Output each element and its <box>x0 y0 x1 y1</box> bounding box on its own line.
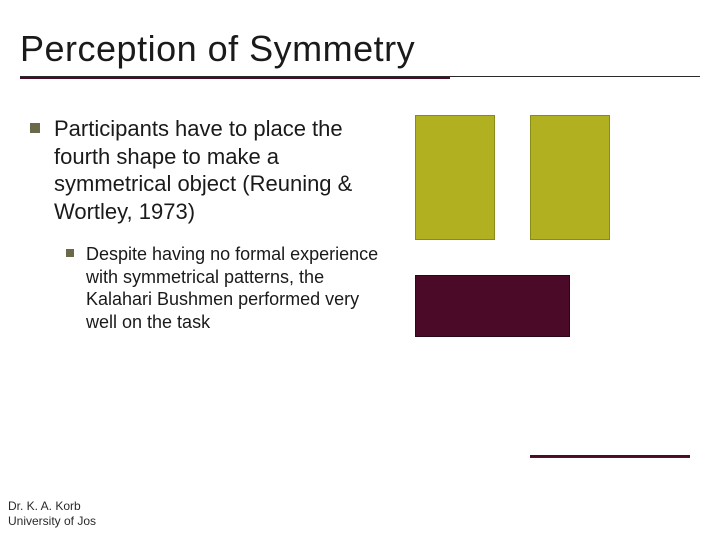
footer: Dr. K. A. Korb University of Jos <box>8 499 96 528</box>
bottom-rule <box>530 455 690 458</box>
bullet-level1: Participants have to place the fourth sh… <box>30 115 380 225</box>
shapes-figure <box>415 115 695 375</box>
footer-author: Dr. K. A. Korb <box>8 499 96 513</box>
square-bullet-icon <box>66 249 74 257</box>
shape-rect <box>530 115 610 240</box>
sub-bullet-text: Despite having no formal experience with… <box>86 243 380 333</box>
title-area: Perception of Symmetry <box>0 0 720 89</box>
shape-rect <box>415 275 570 337</box>
square-bullet-icon <box>30 123 40 133</box>
slide-title: Perception of Symmetry <box>20 28 700 70</box>
title-rule <box>20 76 700 79</box>
slide: Perception of Symmetry Participants have… <box>0 0 720 540</box>
content-area: Participants have to place the fourth sh… <box>30 115 380 333</box>
footer-affiliation: University of Jos <box>8 514 96 528</box>
shape-rect <box>415 115 495 240</box>
bullet-level2: Despite having no formal experience with… <box>66 243 380 333</box>
bullet-text: Participants have to place the fourth sh… <box>54 115 380 225</box>
